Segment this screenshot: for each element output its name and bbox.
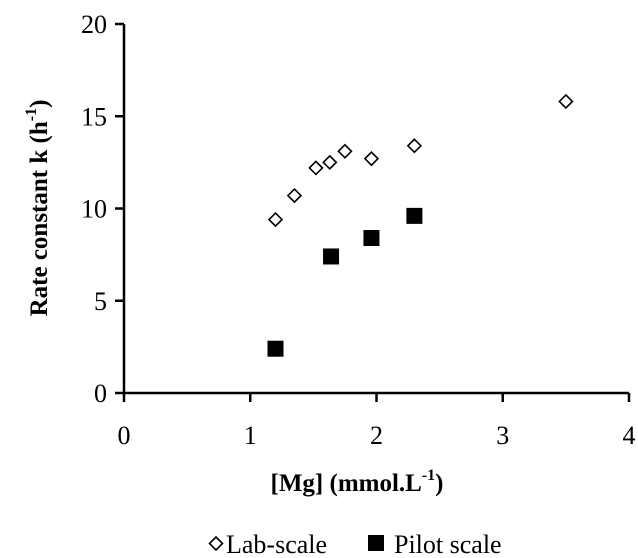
x-tick-label: 3 — [496, 421, 509, 450]
series-1 — [267, 207, 423, 357]
x-tick-label: 2 — [370, 421, 383, 450]
y-tick-label: 5 — [94, 287, 107, 316]
legend-label-pilot-scale: Pilot scale — [394, 530, 502, 558]
legend-marker-open-diamond — [208, 535, 224, 552]
legend-item-pilot-scale: Pilot scale — [368, 530, 502, 558]
series-0 — [267, 93, 574, 228]
x-axis-title: [Mg] (mmol.L-1) — [271, 467, 444, 497]
lab-scale-point — [308, 160, 324, 176]
y-tick-label: 10 — [81, 195, 107, 224]
lab-scale-point — [286, 187, 303, 204]
pilot-scale-point — [363, 230, 380, 247]
axis-ticks: 0 1 2 3 4 0 5 10 15 20 — [81, 10, 636, 450]
y-tick-label: 0 — [94, 379, 107, 408]
lab-scale-point — [406, 138, 423, 154]
lab-scale-point — [363, 151, 380, 167]
pilot-scale-point — [406, 207, 423, 224]
y-tick-label: 20 — [81, 10, 107, 39]
lab-scale-point — [337, 143, 353, 159]
x-tick-label: 0 — [118, 421, 131, 450]
x-tick-label: 1 — [244, 421, 257, 450]
data-points — [267, 93, 574, 357]
legend-marker-filled-square — [368, 535, 384, 551]
y-tick-label: 15 — [81, 102, 107, 131]
pilot-scale-point — [267, 340, 284, 357]
legend: Lab-scale Pilot scale — [208, 530, 502, 558]
legend-label-lab-scale: Lab-scale — [226, 530, 327, 558]
legend-item-lab-scale: Lab-scale — [208, 530, 327, 558]
x-tick-label: 4 — [623, 421, 636, 450]
y-axis-title: Rate constant k (h-1) — [23, 100, 53, 317]
lab-scale-point — [558, 93, 574, 110]
axes — [122, 24, 629, 395]
lab-scale-point — [267, 211, 284, 228]
pilot-scale-point — [323, 248, 340, 265]
lab-scale-point — [322, 154, 338, 171]
